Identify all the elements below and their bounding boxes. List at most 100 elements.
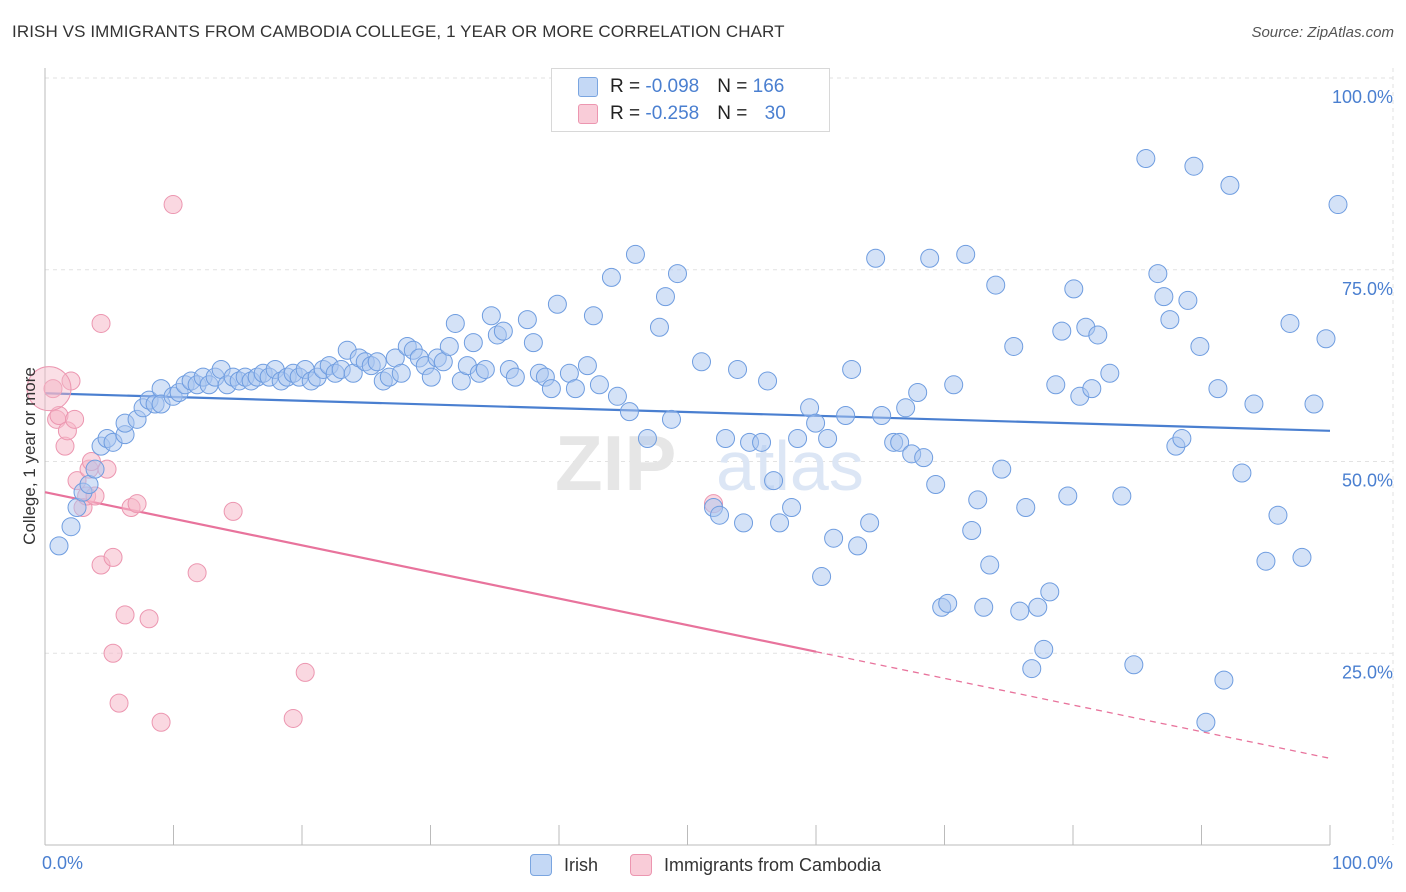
- legend-row-cambodia: R = -0.258 N = 30: [552, 101, 786, 127]
- watermark: ZIP: [555, 419, 676, 507]
- point-irish: [758, 371, 778, 391]
- point-irish: [1220, 175, 1240, 195]
- point-irish: [475, 359, 495, 379]
- point-irish: [1124, 655, 1144, 675]
- tick-labels: 100.0% 75.0% 50.0% 25.0% 0.0% 100.0%: [42, 87, 1393, 873]
- point-cambodia: [103, 547, 123, 567]
- point-irish: [421, 367, 441, 387]
- point-cambodia: [103, 643, 123, 663]
- point-irish: [806, 413, 826, 433]
- point-irish: [764, 471, 784, 491]
- point-irish: [547, 294, 567, 314]
- point-cambodia: [43, 379, 63, 399]
- point-irish: [577, 356, 597, 376]
- point-irish: [974, 597, 994, 617]
- legend-n-label: N =: [717, 103, 753, 124]
- point-irish: [367, 352, 387, 372]
- point-cambodia: [223, 501, 243, 521]
- point-irish: [752, 432, 772, 452]
- point-irish: [61, 517, 81, 537]
- point-irish: [589, 375, 609, 395]
- point-cambodia: [163, 195, 183, 215]
- legend-r-label: R =: [610, 76, 646, 97]
- point-cambodia: [127, 494, 147, 514]
- legend-swatch-cambodia: [578, 104, 598, 124]
- legend-r-value: -0.098: [645, 76, 700, 97]
- point-irish: [908, 382, 928, 402]
- point-irish: [860, 513, 880, 533]
- point-irish: [601, 267, 621, 287]
- point-irish: [505, 367, 525, 387]
- point-irish: [1304, 394, 1324, 414]
- x-tick-label-max: 100.0%: [1332, 853, 1393, 873]
- point-irish: [85, 459, 105, 479]
- point-irish: [583, 306, 603, 326]
- y-tick-label: 50.0%: [1342, 471, 1393, 491]
- point-irish: [1184, 156, 1204, 176]
- point-irish: [866, 248, 886, 268]
- point-irish: [1040, 582, 1060, 602]
- point-irish: [836, 405, 856, 425]
- y-tick-label: 75.0%: [1342, 279, 1393, 299]
- point-irish: [1016, 498, 1036, 518]
- point-irish: [1172, 428, 1192, 448]
- point-irish: [391, 363, 411, 383]
- y-tick-label: 100.0%: [1332, 87, 1393, 107]
- x-tick-label-min: 0.0%: [42, 853, 83, 873]
- bottom-legend-label-irish: Irish: [564, 854, 599, 875]
- point-irish: [1082, 379, 1102, 399]
- bottom-legend-swatch-irish: [530, 854, 552, 876]
- point-cambodia: [151, 712, 171, 732]
- legend-row-irish: R = -0.098 N = 166: [552, 74, 784, 100]
- legend-swatch-irish: [578, 77, 598, 97]
- point-irish: [968, 490, 988, 510]
- y-tick-label: 25.0%: [1342, 662, 1393, 682]
- chart-title: IRISH VS IMMIGRANTS FROM CAMBODIA COLLEG…: [12, 22, 785, 41]
- point-irish: [938, 593, 958, 613]
- point-irish: [1088, 325, 1108, 345]
- point-irish: [517, 310, 537, 330]
- point-irish: [728, 359, 748, 379]
- point-irish: [1058, 486, 1078, 506]
- y-axis-label: College, 1 year or more: [20, 367, 39, 545]
- point-irish: [1268, 505, 1288, 525]
- point-irish: [1052, 321, 1072, 341]
- point-irish: [956, 244, 976, 264]
- point-cambodia-large: [26, 366, 72, 412]
- point-irish: [812, 567, 832, 587]
- correlation-legend: R = -0.098 N = 166 R = -0.258 N = 30: [551, 68, 830, 132]
- point-irish: [788, 428, 808, 448]
- point-irish: [1328, 195, 1348, 215]
- point-irish: [661, 409, 681, 429]
- point-irish: [926, 475, 946, 495]
- point-irish: [1028, 597, 1048, 617]
- point-irish: [1190, 336, 1210, 356]
- point-irish: [1112, 486, 1132, 506]
- point-cambodia: [283, 708, 303, 728]
- point-irish: [1316, 329, 1336, 349]
- point-irish: [463, 333, 483, 353]
- point-cambodia: [65, 409, 85, 429]
- bottom-legend-cambodia: Immigrants from Cambodia: [630, 852, 881, 878]
- point-irish: [782, 498, 802, 518]
- point-irish: [944, 375, 964, 395]
- legend-n-value: 166: [752, 76, 785, 97]
- point-irish: [848, 536, 868, 556]
- point-irish: [1064, 279, 1084, 299]
- point-irish: [1256, 551, 1276, 571]
- point-irish: [607, 386, 627, 406]
- bottom-legend-label-cambodia: Immigrants from Cambodia: [664, 854, 882, 875]
- chart-source: Source: ZipAtlas.com: [1251, 24, 1394, 41]
- point-irish: [523, 333, 543, 353]
- point-irish: [619, 402, 639, 422]
- trend-line-cambodia: [44, 491, 817, 653]
- point-irish: [649, 317, 669, 337]
- trend-lines: [44, 392, 1331, 759]
- point-cambodia: [91, 313, 111, 333]
- point-cambodia: [109, 693, 129, 713]
- point-irish: [986, 275, 1006, 295]
- point-irish: [439, 336, 459, 356]
- point-irish: [818, 428, 838, 448]
- point-irish: [1214, 670, 1234, 690]
